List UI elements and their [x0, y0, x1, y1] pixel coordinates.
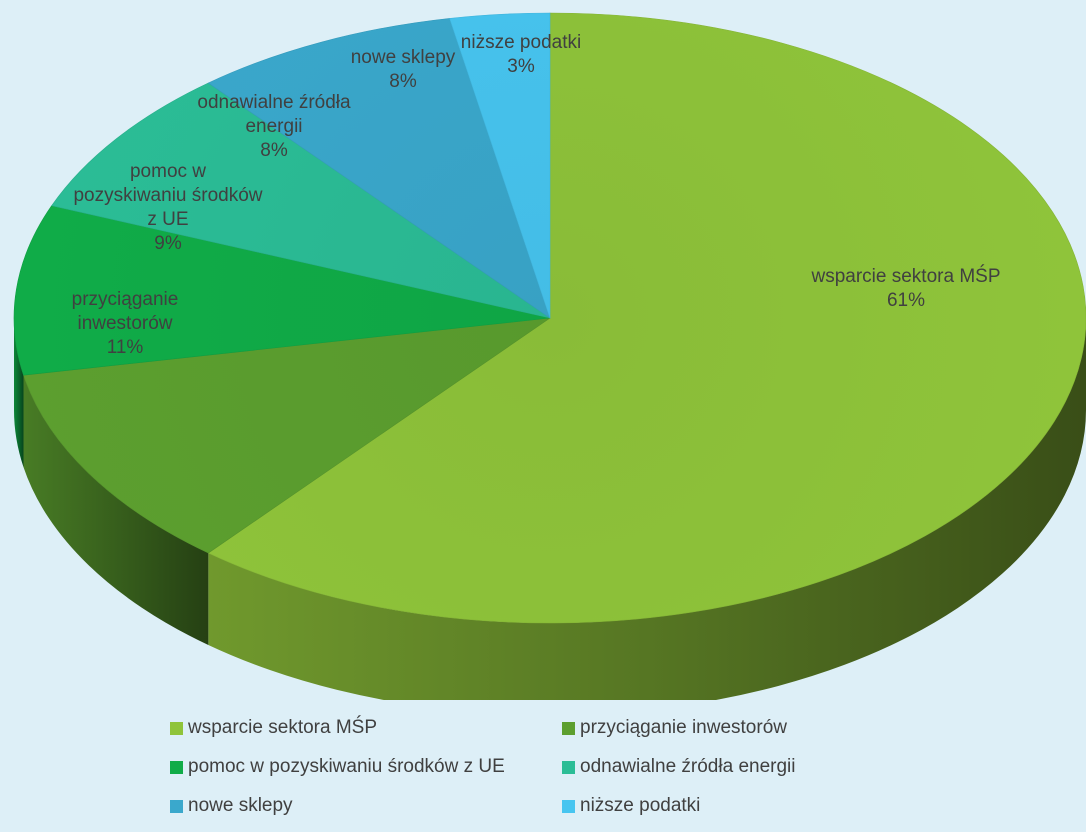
data-label-przyciaganie-inwestorow: przyciąganie inwestorów 11%: [72, 289, 179, 358]
data-label-nizsze-podatki: niższe podatki 3%: [461, 32, 581, 77]
legend-label: wsparcie sektora MŚP: [188, 717, 378, 738]
pie-slice-nizsze-podatki: [449, 12, 551, 319]
legend-swatch: [562, 721, 575, 735]
pie-side-pomoc-w-pozyskiwaniu-srodkow-z-ue: [14, 318, 24, 468]
legend-swatch: [170, 721, 183, 735]
legend-swatch: [170, 760, 183, 774]
pie-chart: wsparcie sektora MŚP 61% przyciąganie inwes…: [13, 12, 1086, 700]
legend-item-pomoc-w-pozyskiwaniu-srodkow-z-ue: pomoc w pozyskiwaniu środków z UE: [170, 755, 562, 779]
legend-item-nowe-sklepy: nowe sklepy: [170, 794, 562, 818]
pie-tops: [13, 12, 1086, 624]
pie-slice-pomoc-w-pozyskiwaniu-srodkow-z-ue: [13, 205, 551, 376]
data-label-wsparcie-sektora-msp: wsparcie sektora MŚP 61%: [810, 265, 1000, 311]
legend-label: odnawialne źródła energii: [580, 756, 796, 777]
legend-item-wsparcie-sektora-msp: wsparcie sektora MŚP: [170, 716, 562, 740]
legend: wsparcie sektora MŚP przyciąganie inwesto…: [170, 716, 930, 818]
pie-labels: wsparcie sektora MŚP 61% przyciąganie inwes…: [72, 32, 1001, 358]
legend-item-nizsze-podatki: niższe podatki: [562, 794, 930, 818]
legend-swatch: [562, 760, 575, 774]
pie-slice-odnawialne-zrodla-energii: [51, 82, 551, 319]
legend-label: pomoc w pozyskiwaniu środków z UE: [188, 756, 505, 777]
pie-slice-przyciaganie-inwestorow: [23, 317, 551, 554]
legend-item-odnawialne-zrodla-energii: odnawialne źródła energii: [562, 755, 930, 779]
legend-item-przyciaganie-inwestorow: przyciąganie inwestorów: [562, 716, 930, 740]
pie-slice-wsparcie-sektora-msp: [207, 12, 1086, 624]
legend-label: nowe sklepy: [188, 795, 293, 816]
pie-side-wsparcie-sektora-msp: [208, 318, 1086, 700]
legend-swatch: [562, 799, 575, 813]
legend-swatch: [170, 799, 183, 813]
pie-sides: [14, 318, 1086, 700]
pie-slice-nowe-sklepy: [207, 18, 551, 319]
legend-label: przyciąganie inwestorów: [580, 717, 787, 738]
data-label-nowe-sklepy: nowe sklepy 8%: [351, 47, 456, 92]
data-label-pomoc-w-pozyskiwaniu-srodkow-z-ue: pomoc w pozyskiwaniu środków z UE 9%: [73, 161, 262, 254]
legend-label: niższe podatki: [580, 795, 701, 816]
data-label-odnawialne-zrodla-energii: odnawialne źródła energii 8%: [197, 92, 351, 161]
pie-side-przyciaganie-inwestorow: [23, 375, 209, 646]
